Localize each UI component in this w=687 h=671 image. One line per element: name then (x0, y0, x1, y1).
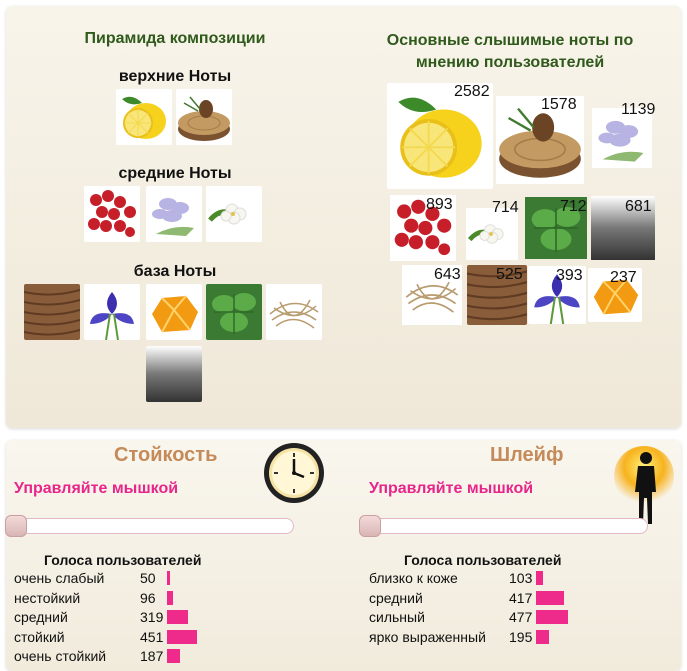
longevity-title: Стойкость (114, 444, 218, 466)
longevity-vote-bar (167, 629, 197, 644)
sillage-vote-label: близко к коже (369, 570, 458, 586)
pine-wood-icon[interactable] (176, 89, 232, 145)
longevity-slider-thumb[interactable] (5, 515, 27, 537)
longevity-vote-bar (167, 610, 188, 624)
popular-count-pine-wood: 1578 (541, 96, 577, 113)
violet-flower-icon[interactable] (146, 186, 202, 242)
popular-count-iris: 393 (556, 267, 583, 284)
sillage-votes-title: Голоса пользователей (404, 552, 562, 568)
popular-count-pink-pepper: 893 (426, 196, 453, 213)
longevity-vote-bar (167, 571, 170, 585)
popular-count-amber: 237 (610, 269, 637, 286)
popular-note-vetiver-root[interactable] (400, 265, 464, 325)
sillage-vote-count: 417 (509, 589, 533, 606)
popular-note-pine-wood[interactable] (496, 96, 584, 184)
longevity-votes-title: Голоса пользователей (44, 552, 202, 568)
sillage-vote-count: 103 (509, 570, 533, 586)
sillage-vote-label: средний (369, 589, 423, 606)
longevity-vote-count: 319 (140, 609, 164, 625)
longevity-hint: Управляйте мышкой (14, 480, 179, 497)
sillage-vote-count: 477 (509, 609, 533, 625)
musk-icon[interactable] (146, 346, 202, 402)
ratings-panel (6, 440, 681, 671)
popular-note-iris[interactable] (528, 266, 586, 324)
patchouli-icon[interactable] (206, 284, 262, 340)
vetiver-root-icon[interactable] (266, 284, 322, 340)
popular-notes-title: Основные слышимые ноты по мнению пользов… (360, 30, 660, 74)
longevity-vote-bar (167, 649, 180, 663)
popular-note-violet-flower[interactable] (586, 108, 658, 168)
sillage-vote-count: 195 (509, 628, 533, 645)
longevity-vote-count: 187 (140, 648, 164, 664)
popular-note-musk[interactable] (590, 196, 656, 260)
sillage-slider-thumb[interactable] (359, 515, 381, 537)
top-notes-label: верхние Ноты (118, 68, 232, 85)
sillage-slider[interactable] (360, 518, 648, 534)
popular-note-lemon[interactable] (387, 83, 493, 189)
longevity-vote-label: средний (14, 609, 68, 625)
longevity-vote-label: очень стойкий (14, 648, 107, 664)
middle-notes-label: средние Ноты (118, 165, 232, 182)
popular-notes-title-line1: Основные слышимые ноты по (386, 32, 634, 49)
longevity-vote-label: стойкий (14, 628, 65, 645)
sillage-title: Шлейф (490, 444, 564, 466)
clock-icon (262, 441, 326, 505)
iris-icon[interactable] (84, 284, 140, 340)
popular-count-jasmine: 714 (492, 199, 519, 216)
vetiver-wood-icon[interactable] (24, 284, 80, 340)
popular-note-pink-pepper[interactable] (387, 195, 459, 261)
popular-count-vetiver-root: 643 (434, 266, 461, 283)
popular-note-vetiver-wood[interactable] (467, 265, 527, 325)
amber-icon[interactable] (146, 284, 202, 340)
popular-note-amber[interactable] (588, 268, 642, 322)
sillage-vote-bar (536, 610, 568, 624)
popular-count-vetiver-wood: 525 (496, 266, 523, 283)
sillage-vote-bar (536, 571, 543, 585)
longevity-vote-count: 50 (140, 570, 156, 586)
longevity-vote-label: нестойкий (14, 589, 81, 606)
sillage-vote-label: сильный (369, 609, 425, 625)
popular-note-patchouli[interactable] (525, 195, 587, 261)
sillage-vote-label: ярко выраженный (369, 628, 486, 645)
longevity-slider[interactable] (6, 518, 294, 534)
base-notes-label: база Ноты (133, 263, 217, 280)
sillage-hint: Управляйте мышкой (369, 480, 534, 497)
pink-pepper-icon[interactable] (84, 186, 140, 242)
sillage-vote-bar (536, 590, 564, 605)
lemon-icon[interactable] (116, 89, 172, 145)
popular-count-patchouli: 712 (560, 198, 587, 215)
popular-count-musk: 681 (625, 198, 652, 215)
jasmine-icon[interactable] (206, 186, 262, 242)
longevity-vote-label: очень слабый (14, 570, 105, 586)
popular-notes-title-line2: мнению пользователей (415, 54, 605, 71)
popular-count-violet-flower: 1139 (621, 101, 656, 118)
sillage-vote-bar (536, 629, 549, 644)
longevity-vote-count: 451 (140, 628, 164, 645)
person-icon (614, 446, 674, 526)
longevity-vote-bar (167, 590, 173, 605)
popular-count-lemon: 2582 (454, 83, 490, 100)
popular-note-jasmine[interactable] (462, 208, 522, 260)
pyramid-title: Пирамида композиции (84, 30, 266, 47)
longevity-vote-count: 96 (140, 589, 156, 606)
